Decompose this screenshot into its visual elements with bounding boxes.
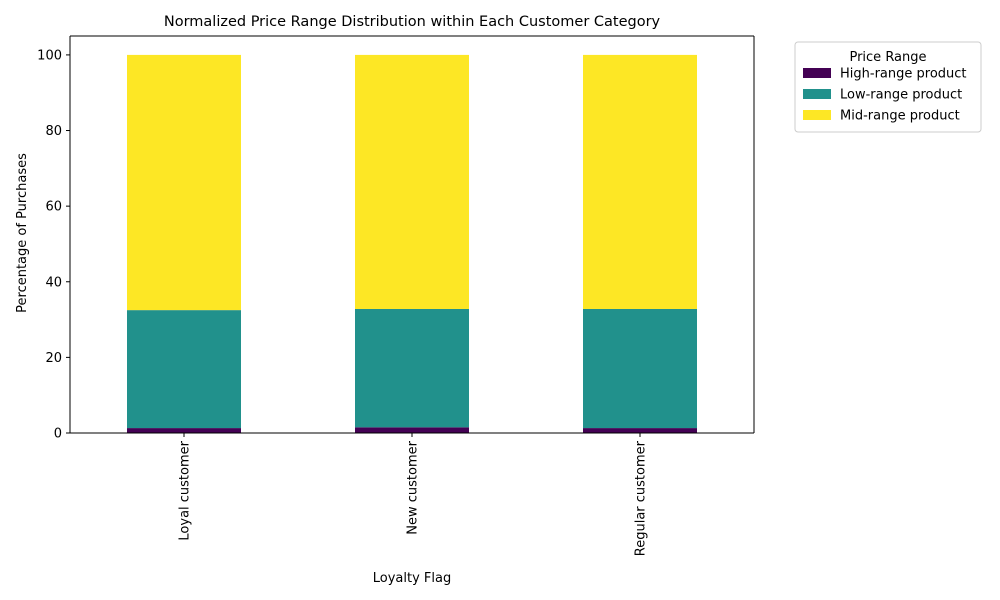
y-axis-label: Percentage of Purchases [15, 153, 30, 313]
y-tick-label-3: 40 [45, 275, 62, 290]
y-tick-label-1: 0 [54, 427, 62, 442]
legend-frame [794, 41, 982, 133]
bar-1-1 [127, 428, 241, 433]
bar-2-1 [127, 310, 241, 429]
chart-title: Normalized Price Range Distribution with… [164, 14, 661, 30]
legend-swatch-2 [803, 89, 831, 99]
y-tick-label-2: 20 [45, 351, 62, 366]
bar-3-3 [583, 54, 697, 309]
bar-3-1 [127, 54, 241, 311]
y-tick-label-6: 100 [37, 48, 62, 63]
x-axis-label: Loyalty Flag [373, 571, 451, 586]
y-tick-label-4: 60 [45, 200, 62, 215]
legend-label-2: Low-range product [840, 88, 962, 103]
legend-label-3: Mid-range product [840, 109, 960, 124]
bar-1-2 [355, 427, 469, 433]
legend-swatch-1 [803, 68, 831, 78]
y-tick-label-5: 80 [45, 124, 62, 139]
bar-3-2 [355, 54, 469, 309]
legend-swatch-3 [803, 110, 831, 120]
legend-label-1: High-range product [840, 67, 967, 82]
bar-2-3 [583, 308, 697, 429]
bar-1-3 [583, 428, 697, 433]
legend-items: High-range product Low-range product Mid-r… [803, 67, 967, 124]
x-tick-label-1: Loyal customer [178, 440, 193, 540]
plot-area [127, 54, 697, 433]
bar-2-2 [355, 308, 469, 428]
x-tick-label-2: New customer [406, 440, 421, 534]
x-tick-label-3: Regular customer [634, 440, 649, 556]
legend: Price Range High-range product Low-range … [794, 41, 982, 133]
legend-title: Price Range [849, 50, 926, 65]
axes: 0 20 40 60 80 100 Loyal customer New customer Re… [37, 35, 755, 556]
